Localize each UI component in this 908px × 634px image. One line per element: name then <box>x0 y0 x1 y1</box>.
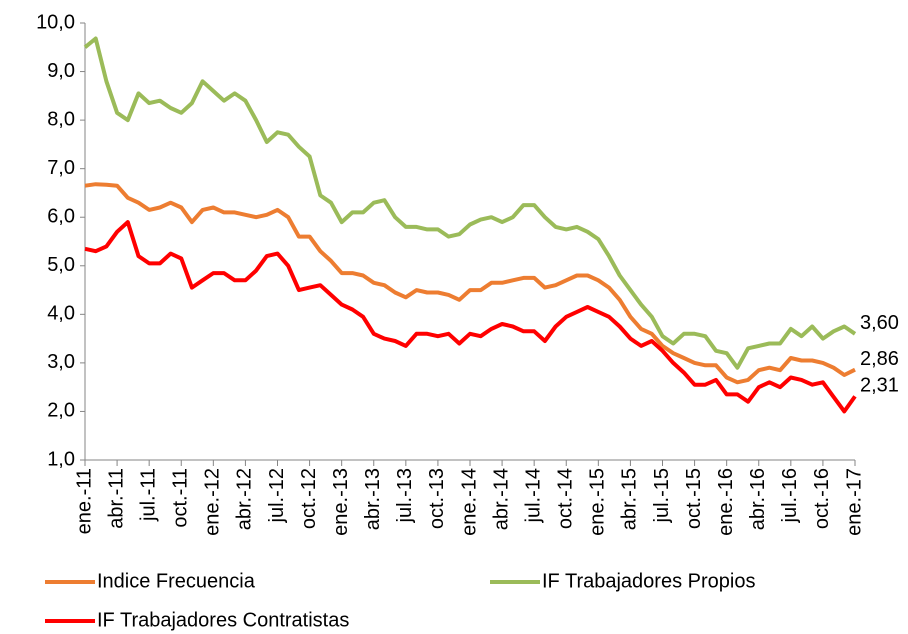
y-tick-label: 5,0 <box>47 254 75 276</box>
y-tick-label: 1,0 <box>47 448 75 470</box>
x-tick-label: jul.-13 <box>394 468 416 523</box>
data-label: 3,60 <box>860 312 899 334</box>
x-tick-label: ene.-16 <box>715 468 737 536</box>
series-line <box>83 36 857 370</box>
x-tick-label: abr.-14 <box>490 468 512 530</box>
data-label: 2,86 <box>860 348 899 370</box>
y-tick-label: 7,0 <box>47 157 75 179</box>
y-tick-label: 6,0 <box>47 206 75 228</box>
series-line <box>84 220 857 414</box>
x-tick-label: jul.-15 <box>651 468 673 523</box>
x-tick-label: jul.-12 <box>266 468 288 523</box>
x-tick-label: oct.-14 <box>555 468 577 529</box>
y-tick-label: 2,0 <box>47 400 75 422</box>
x-tick-label: ene.-17 <box>843 468 865 536</box>
data-label: 2,31 <box>860 375 899 397</box>
x-tick-label: abr.-12 <box>234 468 256 530</box>
x-tick-label: abr.-15 <box>619 468 641 530</box>
x-tick-label: abr.-16 <box>747 468 769 530</box>
x-tick-label: ene.-14 <box>458 468 480 536</box>
series-line <box>84 182 856 385</box>
legend-label: IF Trabajadores Contratistas <box>97 609 349 631</box>
x-tick-label: oct.-12 <box>298 468 320 529</box>
x-tick-label: jul.-14 <box>522 468 544 523</box>
legend-label: IF Trabajadores Propios <box>542 570 755 592</box>
y-tick-label: 4,0 <box>47 303 75 325</box>
x-tick-label: jul.-11 <box>137 468 159 522</box>
x-tick-label: abr.-13 <box>362 468 384 530</box>
x-tick-label: oct.-15 <box>683 468 705 529</box>
x-tick-label: oct.-16 <box>811 468 833 529</box>
x-tick-label: ene.-12 <box>202 468 224 536</box>
legend-label: Indice Frecuencia <box>97 570 256 592</box>
x-tick-label: oct.-11 <box>170 468 192 528</box>
x-tick-label: ene.-15 <box>587 468 609 536</box>
x-tick-label: oct.-13 <box>426 468 448 529</box>
y-tick-label: 9,0 <box>47 60 75 82</box>
y-tick-label: 3,0 <box>47 351 75 373</box>
x-tick-label: abr.-11 <box>105 468 127 529</box>
x-tick-label: ene.-13 <box>330 468 352 536</box>
x-tick-label: jul.-16 <box>779 468 801 523</box>
y-tick-label: 8,0 <box>47 108 75 130</box>
y-tick-label: 10,0 <box>36 11 75 33</box>
x-tick-label: ene.-11 <box>73 468 95 534</box>
